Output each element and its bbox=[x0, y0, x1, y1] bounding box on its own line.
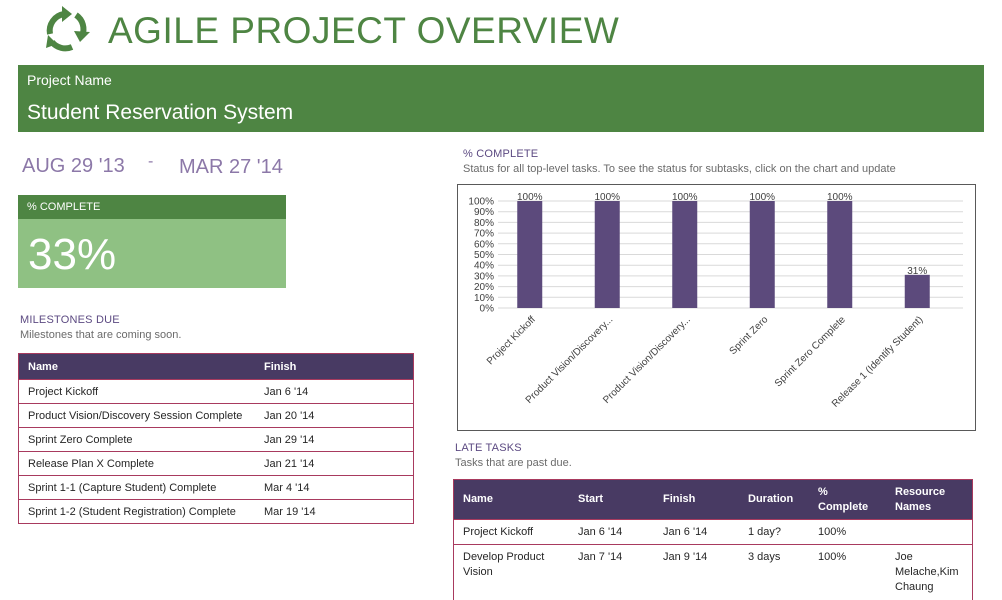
bar bbox=[827, 201, 852, 308]
milestone-name: Project Kickoff bbox=[19, 380, 256, 404]
task-duration: 1 day? bbox=[739, 520, 809, 545]
end-date: MAR 27 '14 bbox=[179, 156, 283, 179]
project-name-label: Project Name bbox=[27, 72, 112, 88]
x-tick-label: Project Kickoff bbox=[485, 314, 538, 367]
task-duration: 3 days bbox=[739, 545, 809, 600]
x-tick-label: Sprint Zero bbox=[728, 314, 771, 357]
column-header-duration[interactable]: Duration bbox=[739, 480, 809, 520]
milestone-name: Sprint 1-1 (Capture Student) Complete bbox=[19, 476, 256, 500]
table-row[interactable]: Sprint 1-2 (Student Registration) Comple… bbox=[19, 500, 414, 524]
milestone-finish: Mar 19 '14 bbox=[255, 500, 414, 524]
task-resource-names: Joe Melache,Kim Chaung bbox=[886, 545, 973, 600]
percent-complete-chart[interactable]: 0%10%20%30%40%50%60%70%80%90%100%100%Pro… bbox=[457, 184, 976, 431]
column-header-finish[interactable]: Finish bbox=[255, 354, 414, 380]
task-percent-complete: 100% bbox=[809, 545, 886, 600]
bar bbox=[595, 201, 620, 308]
data-label: 100% bbox=[517, 192, 543, 203]
data-label: 100% bbox=[749, 192, 775, 203]
percent-complete-label: % COMPLETE bbox=[18, 201, 100, 213]
bar bbox=[750, 201, 775, 308]
recycle-arrows-icon bbox=[40, 4, 92, 56]
task-finish: Jan 6 '14 bbox=[654, 520, 739, 545]
data-label: 100% bbox=[827, 192, 853, 203]
bar bbox=[905, 275, 930, 308]
start-date: AUG 29 '13 bbox=[22, 155, 125, 178]
column-header-finish[interactable]: Finish bbox=[654, 480, 739, 520]
table-header-row: Name Finish bbox=[19, 354, 414, 380]
milestone-finish: Mar 4 '14 bbox=[255, 476, 414, 500]
project-name-value: Student Reservation System bbox=[27, 101, 293, 125]
chart-title: % COMPLETE bbox=[463, 148, 538, 160]
percent-complete-header: % COMPLETE bbox=[18, 195, 286, 219]
data-label: 100% bbox=[594, 192, 620, 203]
percent-complete-value: 33% bbox=[28, 230, 116, 280]
chart-svg[interactable]: 0%10%20%30%40%50%60%70%80%90%100%100%Pro… bbox=[458, 185, 975, 430]
late-tasks-table: Name Start Finish Duration % Complete Re… bbox=[453, 479, 973, 600]
bar bbox=[517, 201, 542, 308]
milestone-finish: Jan 29 '14 bbox=[255, 428, 414, 452]
column-header-resource-names[interactable]: Resource Names bbox=[886, 480, 973, 520]
late-tasks-title: LATE TASKS bbox=[455, 442, 522, 454]
column-header-name[interactable]: Name bbox=[454, 480, 570, 520]
percent-complete-body: 33% bbox=[18, 219, 286, 288]
y-tick-label: 40% bbox=[474, 261, 494, 272]
page-title: AGILE PROJECT OVERVIEW bbox=[108, 10, 619, 52]
date-separator: - bbox=[148, 153, 153, 171]
x-tick-label: Sprint Zero Complete bbox=[773, 314, 848, 389]
late-tasks-subtitle: Tasks that are past due. bbox=[455, 457, 572, 469]
data-label: 31% bbox=[907, 266, 927, 277]
chart-subtitle: Status for all top-level tasks. To see t… bbox=[463, 163, 896, 175]
milestone-finish: Jan 20 '14 bbox=[255, 404, 414, 428]
milestone-finish: Jan 6 '14 bbox=[255, 380, 414, 404]
project-banner: Project Name Student Reservation System bbox=[18, 65, 984, 132]
milestone-name: Sprint 1-2 (Student Registration) Comple… bbox=[19, 500, 256, 524]
milestone-name: Sprint Zero Complete bbox=[19, 428, 256, 452]
task-start: Jan 6 '14 bbox=[569, 520, 654, 545]
x-tick-label: Product Vision/Discovery... bbox=[524, 314, 616, 406]
milestone-name: Product Vision/Discovery Session Complet… bbox=[19, 404, 256, 428]
y-tick-label: 10% bbox=[474, 293, 494, 304]
y-tick-label: 60% bbox=[474, 239, 494, 250]
y-tick-label: 50% bbox=[474, 250, 494, 261]
task-start: Jan 7 '14 bbox=[569, 545, 654, 600]
column-header-start[interactable]: Start bbox=[569, 480, 654, 520]
y-tick-label: 70% bbox=[474, 229, 494, 240]
task-percent-complete: 100% bbox=[809, 520, 886, 545]
y-tick-label: 100% bbox=[468, 197, 494, 208]
x-tick-label: Product Vision/Discovery... bbox=[601, 314, 693, 406]
table-row[interactable]: Develop Product Vision Jan 7 '14 Jan 9 '… bbox=[454, 545, 973, 600]
milestones-title: MILESTONES DUE bbox=[20, 314, 120, 326]
bar bbox=[672, 201, 697, 308]
table-row[interactable]: Product Vision/Discovery Session Complet… bbox=[19, 404, 414, 428]
y-tick-label: 0% bbox=[480, 304, 495, 315]
table-row[interactable]: Project Kickoff Jan 6 '14 Jan 6 '14 1 da… bbox=[454, 520, 973, 545]
data-label: 100% bbox=[672, 192, 698, 203]
milestones-subtitle: Milestones that are coming soon. bbox=[20, 329, 181, 341]
y-tick-label: 90% bbox=[474, 207, 494, 218]
milestone-finish: Jan 21 '14 bbox=[255, 452, 414, 476]
column-header-percent-complete[interactable]: % Complete bbox=[809, 480, 886, 520]
task-name: Develop Product Vision bbox=[454, 545, 570, 600]
y-tick-label: 80% bbox=[474, 218, 494, 229]
y-tick-label: 30% bbox=[474, 271, 494, 282]
task-name: Project Kickoff bbox=[454, 520, 570, 545]
table-header-row: Name Start Finish Duration % Complete Re… bbox=[454, 480, 973, 520]
task-resource-names bbox=[886, 520, 973, 545]
column-header-name[interactable]: Name bbox=[19, 354, 256, 380]
milestone-name: Release Plan X Complete bbox=[19, 452, 256, 476]
percent-complete-card: % COMPLETE 33% bbox=[18, 195, 286, 288]
task-finish: Jan 9 '14 bbox=[654, 545, 739, 600]
y-tick-label: 20% bbox=[474, 282, 494, 293]
x-tick-label: Release 1 (Identify Student) bbox=[830, 314, 925, 409]
